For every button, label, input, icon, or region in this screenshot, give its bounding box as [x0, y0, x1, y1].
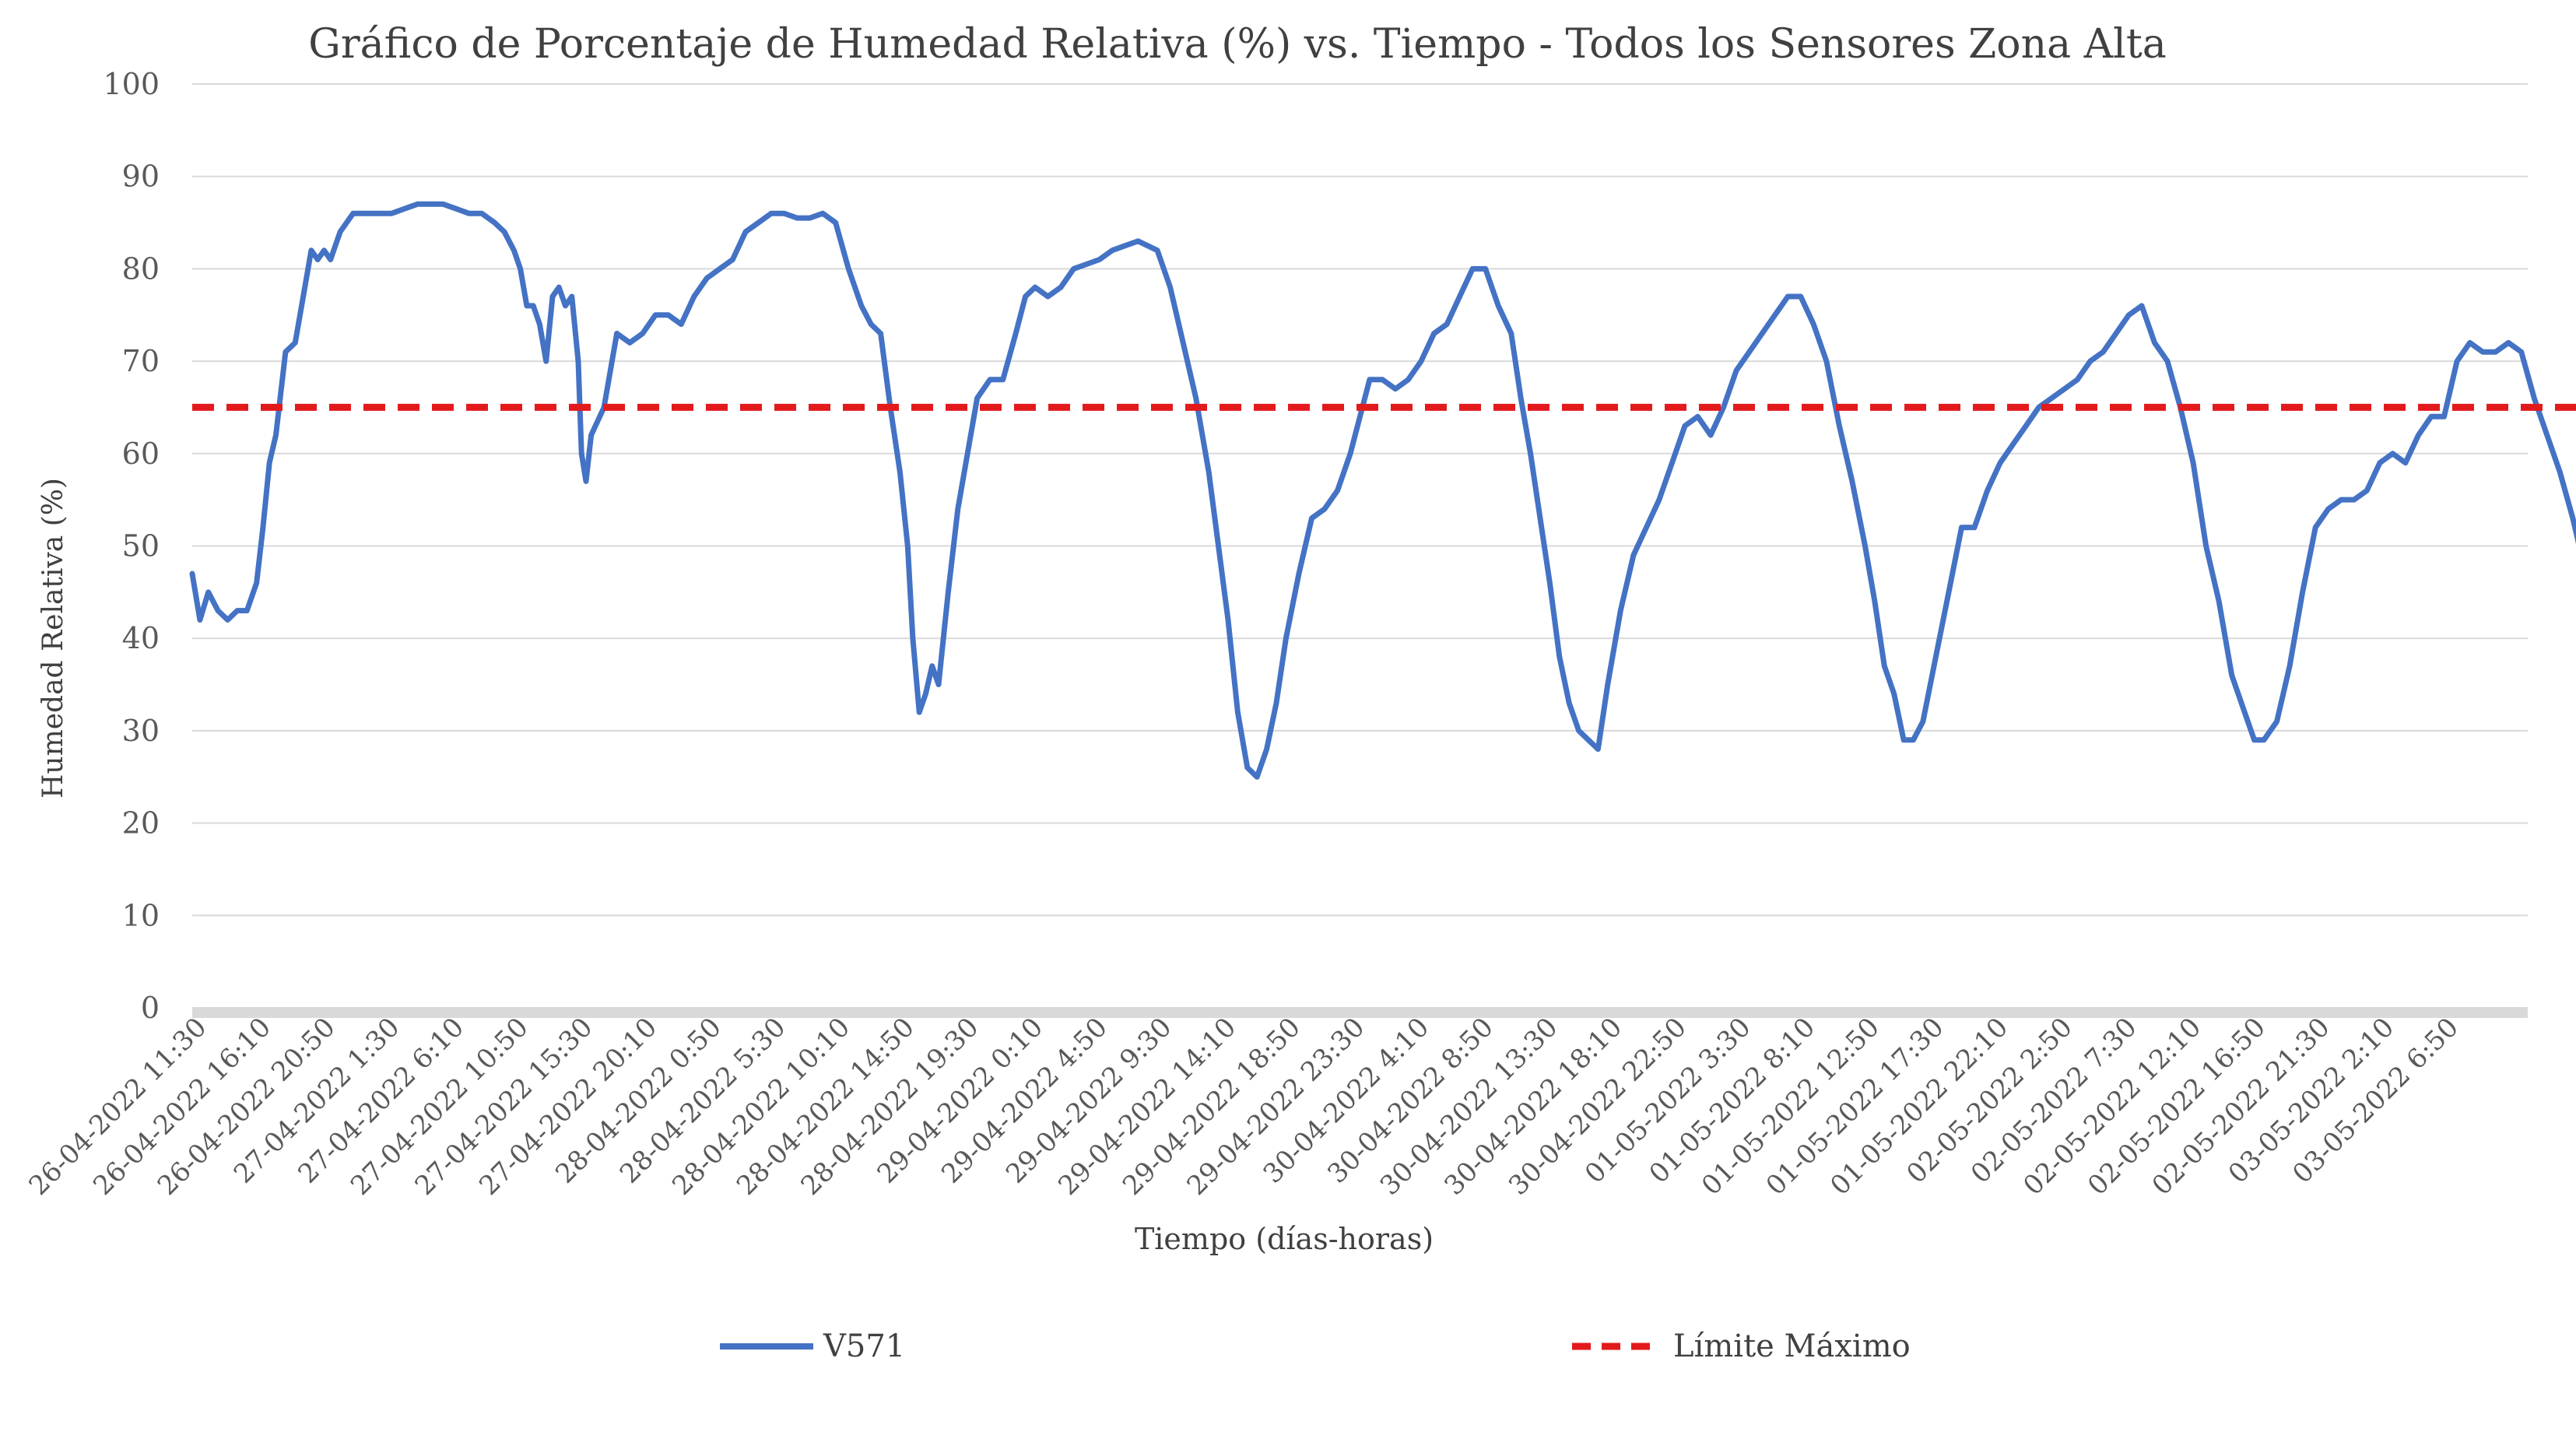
y-tick-label: 0: [141, 991, 160, 1025]
y-tick-label: 90: [122, 160, 160, 194]
y-tick-label: 20: [122, 806, 160, 841]
y-tick-label: 60: [122, 437, 160, 471]
series-line-v571: [189, 201, 2576, 780]
x-axis-label: Tiempo (días-horas): [1135, 1222, 1434, 1256]
y-tick-label: 70: [122, 344, 160, 378]
y-tick-label: 40: [122, 621, 160, 655]
y-tick-label: 30: [122, 714, 160, 748]
chart-legend: V571 Límite Máximo: [720, 1328, 1911, 1364]
chart-title: Gráfico de Porcentaje de Humedad Relativ…: [308, 21, 2166, 68]
y-tick-label: 50: [122, 529, 160, 563]
y-axis-label: Humedad Relativa (%): [37, 478, 69, 798]
legend-label-v571: V571: [823, 1328, 905, 1364]
legend-label-limite-maximo: Límite Máximo: [1673, 1328, 1911, 1364]
y-tick-label: 10: [122, 898, 160, 932]
y-tick-label: 100: [103, 67, 160, 101]
y-tick-label: 80: [122, 251, 160, 286]
